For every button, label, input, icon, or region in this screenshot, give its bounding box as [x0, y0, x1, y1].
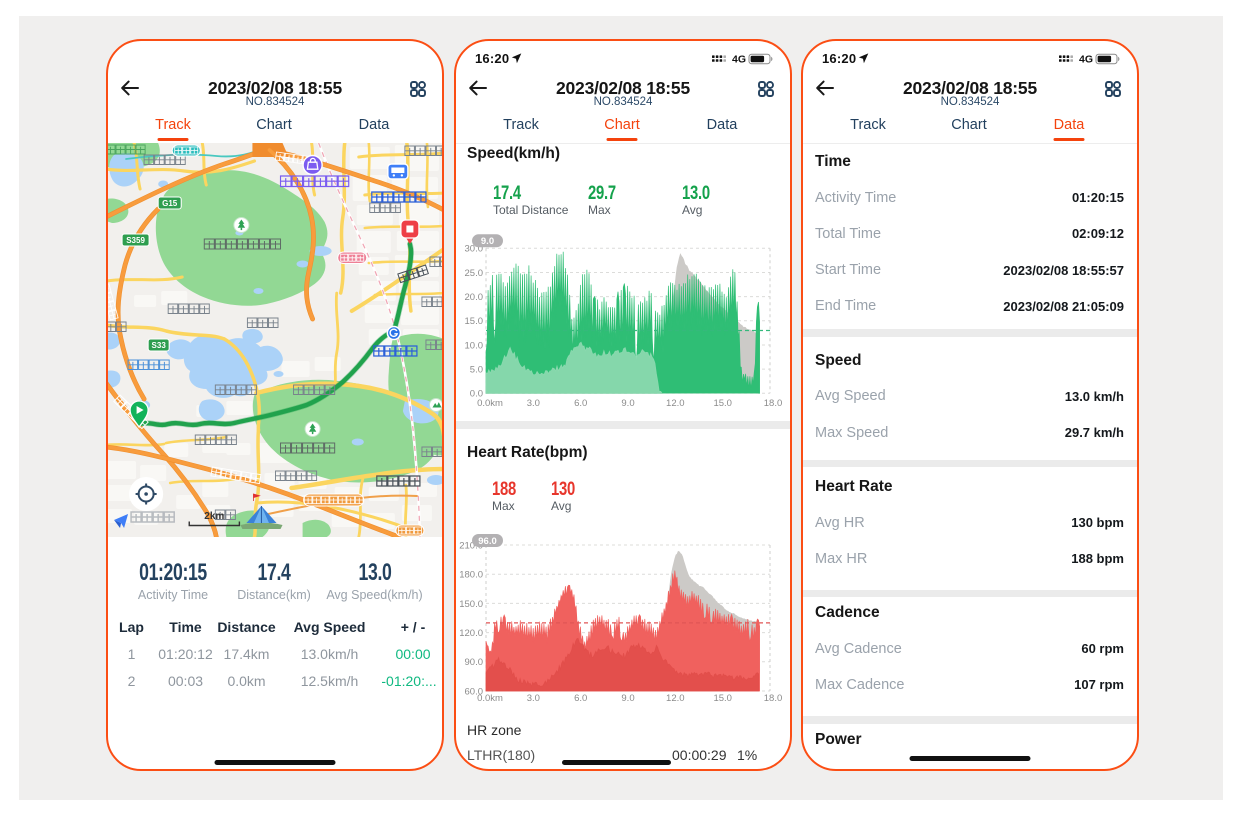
svg-text:6.0: 6.0 [574, 398, 587, 409]
svg-text:9.0: 9.0 [621, 693, 634, 704]
svg-text:S359: S359 [126, 236, 145, 245]
svg-text:10.0: 10.0 [465, 340, 484, 351]
svg-text:15.0: 15.0 [713, 398, 732, 409]
svg-text:2km: 2km [204, 511, 224, 522]
svg-text:180.0: 180.0 [459, 570, 483, 581]
svg-text:60.0: 60.0 [465, 686, 484, 697]
svg-text:4G: 4G [1079, 53, 1093, 65]
svg-text:15.0: 15.0 [465, 316, 484, 327]
svg-text:9.0: 9.0 [481, 236, 494, 247]
svg-text:4G: 4G [732, 53, 746, 65]
svg-text:25.0: 25.0 [465, 268, 484, 279]
svg-text:0.0km: 0.0km [477, 693, 503, 704]
svg-text:30.0: 30.0 [465, 244, 484, 255]
svg-text:210.0: 210.0 [459, 540, 483, 551]
svg-text:18.0: 18.0 [764, 398, 783, 409]
svg-text:G15: G15 [162, 199, 178, 208]
svg-text:120.0: 120.0 [459, 628, 483, 639]
svg-text:S33: S33 [152, 341, 167, 350]
svg-text:150.0: 150.0 [459, 599, 483, 610]
svg-text:90.0: 90.0 [465, 657, 484, 668]
svg-text:18.0: 18.0 [764, 693, 783, 704]
svg-text:12.0: 12.0 [666, 398, 685, 409]
svg-text:96.0: 96.0 [478, 536, 497, 547]
svg-text:5.0: 5.0 [470, 365, 483, 376]
svg-text:3.0: 3.0 [527, 398, 540, 409]
svg-text:0.0km: 0.0km [477, 398, 503, 409]
svg-text:15.0: 15.0 [713, 693, 732, 704]
svg-text:3.0: 3.0 [527, 693, 540, 704]
svg-text:6.0: 6.0 [574, 693, 587, 704]
svg-text:20.0: 20.0 [465, 292, 484, 303]
svg-text:12.0: 12.0 [666, 693, 685, 704]
svg-text:9.0: 9.0 [621, 398, 634, 409]
svg-text:0.0: 0.0 [470, 389, 483, 400]
